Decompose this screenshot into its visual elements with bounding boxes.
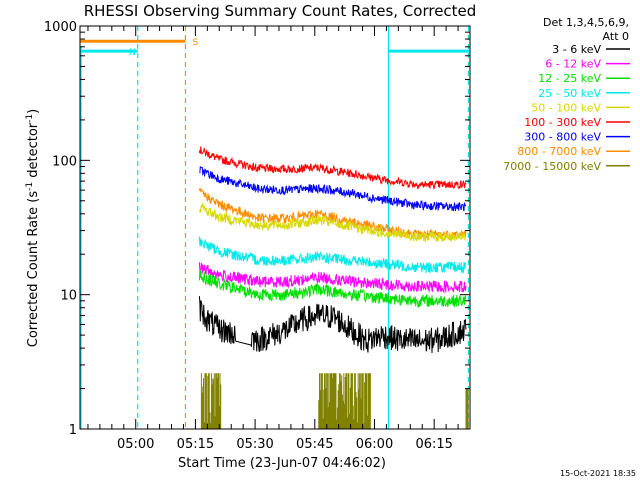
legend-header-attenuator: Att 0 (603, 30, 629, 43)
x-tick-label-0: 05:00 (117, 437, 154, 452)
x-tick-label-1: 05:15 (177, 437, 214, 452)
legend: Det 1,3,4,5,6,9, Att 0 3 - 6 keV 6 - 12 k… (503, 16, 630, 173)
y-axis-label-main: Corrected Count Rate (s (26, 191, 41, 348)
x-tick-label-4: 06:00 (356, 437, 393, 452)
legend-label-1: 6 - 12 keV (545, 58, 601, 71)
series-line-2 (198, 187, 467, 241)
y-axis-label-sup2: -1 (25, 114, 35, 123)
series-line-3 (198, 202, 466, 243)
axis-box (79, 25, 471, 430)
y-axis-label: Corrected Count Rate (s-1 detector-1) (25, 109, 41, 347)
saa-label: S (192, 38, 198, 48)
legend-header-detectors: Det 1,3,4,5,6,9, (543, 16, 629, 29)
series-line-0 (198, 146, 467, 190)
legend-label-4: 50 - 100 keV (531, 101, 601, 114)
legend-label-5: 100 - 300 keV (524, 116, 601, 129)
legend-label-0: 3 - 6 keV (552, 43, 601, 56)
gamma-burst-0 (200, 373, 222, 429)
y-axis-label-sup1: -1 (25, 182, 35, 191)
series-line-7 (198, 296, 467, 354)
y-tick-label-3: 1000 (44, 20, 77, 35)
y-tick-label-0: 1 (69, 423, 77, 438)
y-axis-label-end: ) (26, 109, 41, 114)
legend-label-3: 25 - 50 keV (538, 87, 601, 100)
plot-area: N S 1 10 100 1000 05:00 05:15 05:30 05:45 06:00 06:… (44, 20, 471, 452)
legend-label-8: 7000 - 15000 keV (503, 160, 601, 173)
x-tick-label-2: 05:30 (236, 437, 273, 452)
x-tick-label-3: 05:45 (296, 437, 333, 452)
legend-label-6: 300 - 800 keV (524, 131, 601, 144)
chart-title: RHESSI Observing Summary Count Rates, Co… (84, 2, 477, 20)
gamma-burst-1 (318, 373, 371, 429)
night-label: N (129, 48, 136, 58)
x-axis-label: Start Time (23-Jun-07 04:46:02) (178, 456, 386, 471)
y-tick-label-2: 100 (52, 154, 77, 169)
series-line-6 (198, 269, 467, 309)
y-axis-label-mid: detector (26, 122, 41, 182)
generation-timestamp: 15-Oct-2021 18:35 (560, 469, 636, 478)
series-line-4 (198, 236, 467, 275)
series-line-5 (198, 262, 467, 294)
gamma-burst-2 (465, 388, 469, 429)
x-tick-label-5: 06:15 (415, 437, 452, 452)
legend-label-2: 12 - 25 keV (538, 72, 601, 85)
legend-label-7: 800 - 7000 keV (517, 145, 601, 158)
y-tick-label-1: 10 (60, 289, 77, 304)
series-line-1 (199, 166, 467, 212)
